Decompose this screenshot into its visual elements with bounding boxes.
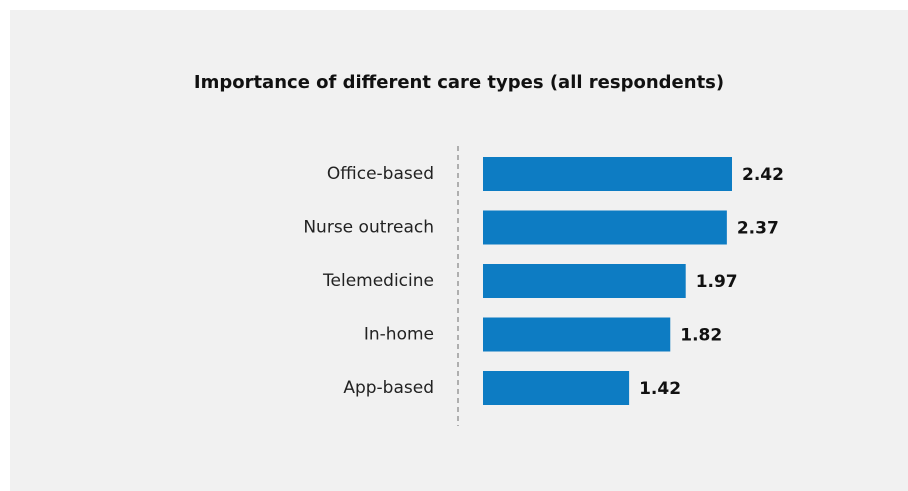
chart-title: Importance of different care types (all … [193, 72, 725, 93]
value-label-app-based: 1.42 [639, 379, 681, 399]
category-label-telemedicine: Telemedicine [322, 271, 434, 291]
bar-telemedicine [483, 264, 686, 298]
chart-panel: Importance of different care types (all … [10, 10, 908, 491]
category-label-in-home: In-home [364, 325, 434, 345]
bars-group: Office-based 2.42 Nurse outreach 2.37 Teleme… [303, 157, 784, 405]
bar-nurse-outreach [483, 210, 727, 245]
category-label-app-based: App-based [343, 378, 434, 398]
value-label-telemedicine: 1.97 [696, 272, 738, 292]
category-label-nurse-outreach: Nurse outreach [303, 218, 434, 238]
value-label-nurse-outreach: 2.37 [737, 219, 779, 239]
category-label-office-based: Office-based [327, 164, 434, 184]
bar-in-home [483, 317, 671, 352]
bar-app-based [483, 371, 630, 405]
bar-office-based [483, 157, 732, 191]
value-label-office-based: 2.42 [742, 165, 784, 185]
value-label-in-home: 1.82 [680, 326, 722, 346]
bar-chart: Office-based 2.42 Nurse outreach 2.37 Teleme… [303, 146, 784, 426]
